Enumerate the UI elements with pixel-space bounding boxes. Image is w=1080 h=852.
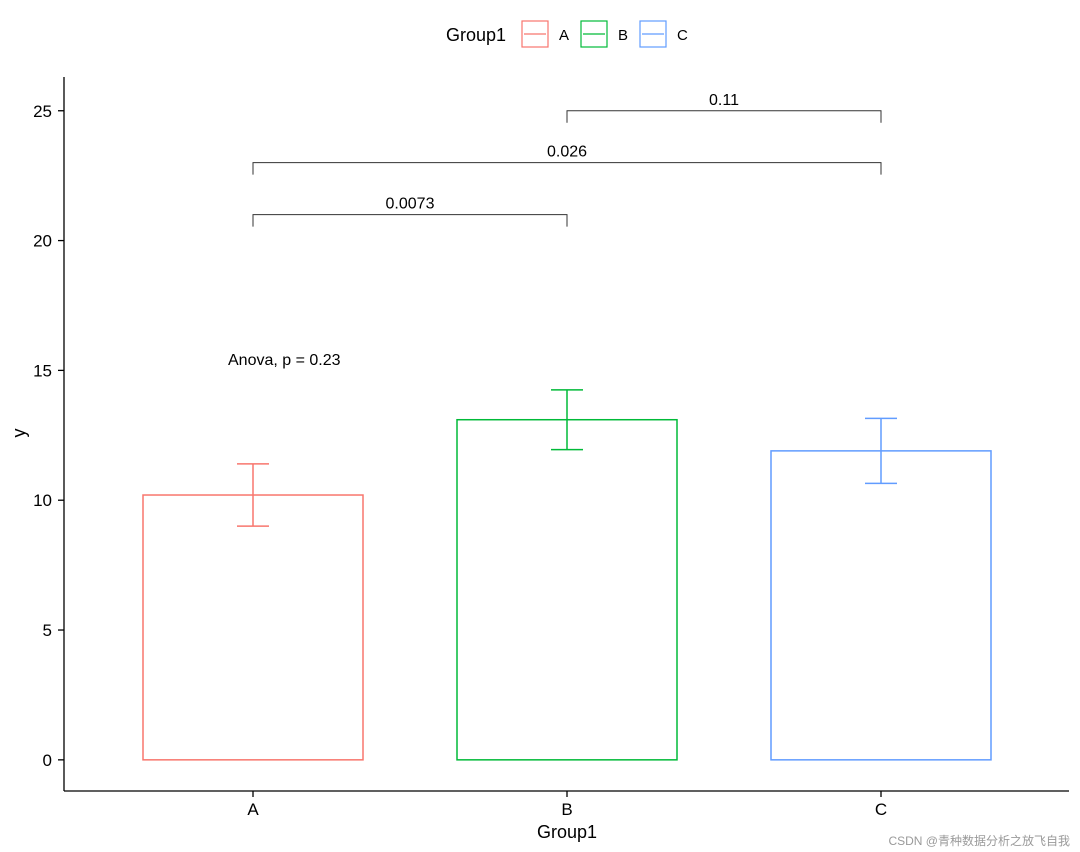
legend-label: B [618,27,628,44]
legend-title: Group1 [446,25,506,45]
significance-bracket [566,110,882,123]
legend-key-box [521,20,549,48]
x-tick-label: A [247,800,259,819]
x-tick-label: C [875,800,887,819]
error-bars [237,389,897,527]
legend: Group1 A B C [446,20,688,48]
x-ticks: A B C [247,791,887,819]
bar-c [770,450,992,761]
p-value-label: 0.026 [547,144,587,161]
anova-label: Anova, p = 0.23 [228,352,341,369]
bar-a [142,494,364,761]
y-ticks: 0 5 10 15 20 25 [33,102,64,770]
y-tick-label: 25 [33,102,52,121]
bars [142,418,992,761]
y-tick-label: 5 [43,621,52,640]
p-value-label: 0.0073 [386,196,435,213]
y-tick-label: 20 [33,232,52,251]
significance-bracket [252,162,882,175]
legend-label: A [559,27,569,44]
significance-bracket [252,214,568,227]
y-tick-label: 0 [43,751,52,770]
y-axis-title: y [9,429,29,438]
bar-b [456,418,678,761]
x-tick-label: B [561,800,572,819]
annotations: Anova, p = 0.23 [228,352,341,369]
legend-key-box [639,20,667,48]
axes: Group1 y [9,77,1069,842]
legend-label: C [677,27,688,44]
significance-brackets: 0.0073 0.026 0.11 [252,92,882,227]
p-value-label: 0.11 [709,92,739,109]
watermark: CSDN @青种数据分析之放飞自我 [888,833,1070,848]
x-axis-title: Group1 [537,822,597,842]
y-tick-label: 15 [33,361,52,380]
legend-key-box [580,20,608,48]
y-tick-label: 10 [33,491,52,510]
